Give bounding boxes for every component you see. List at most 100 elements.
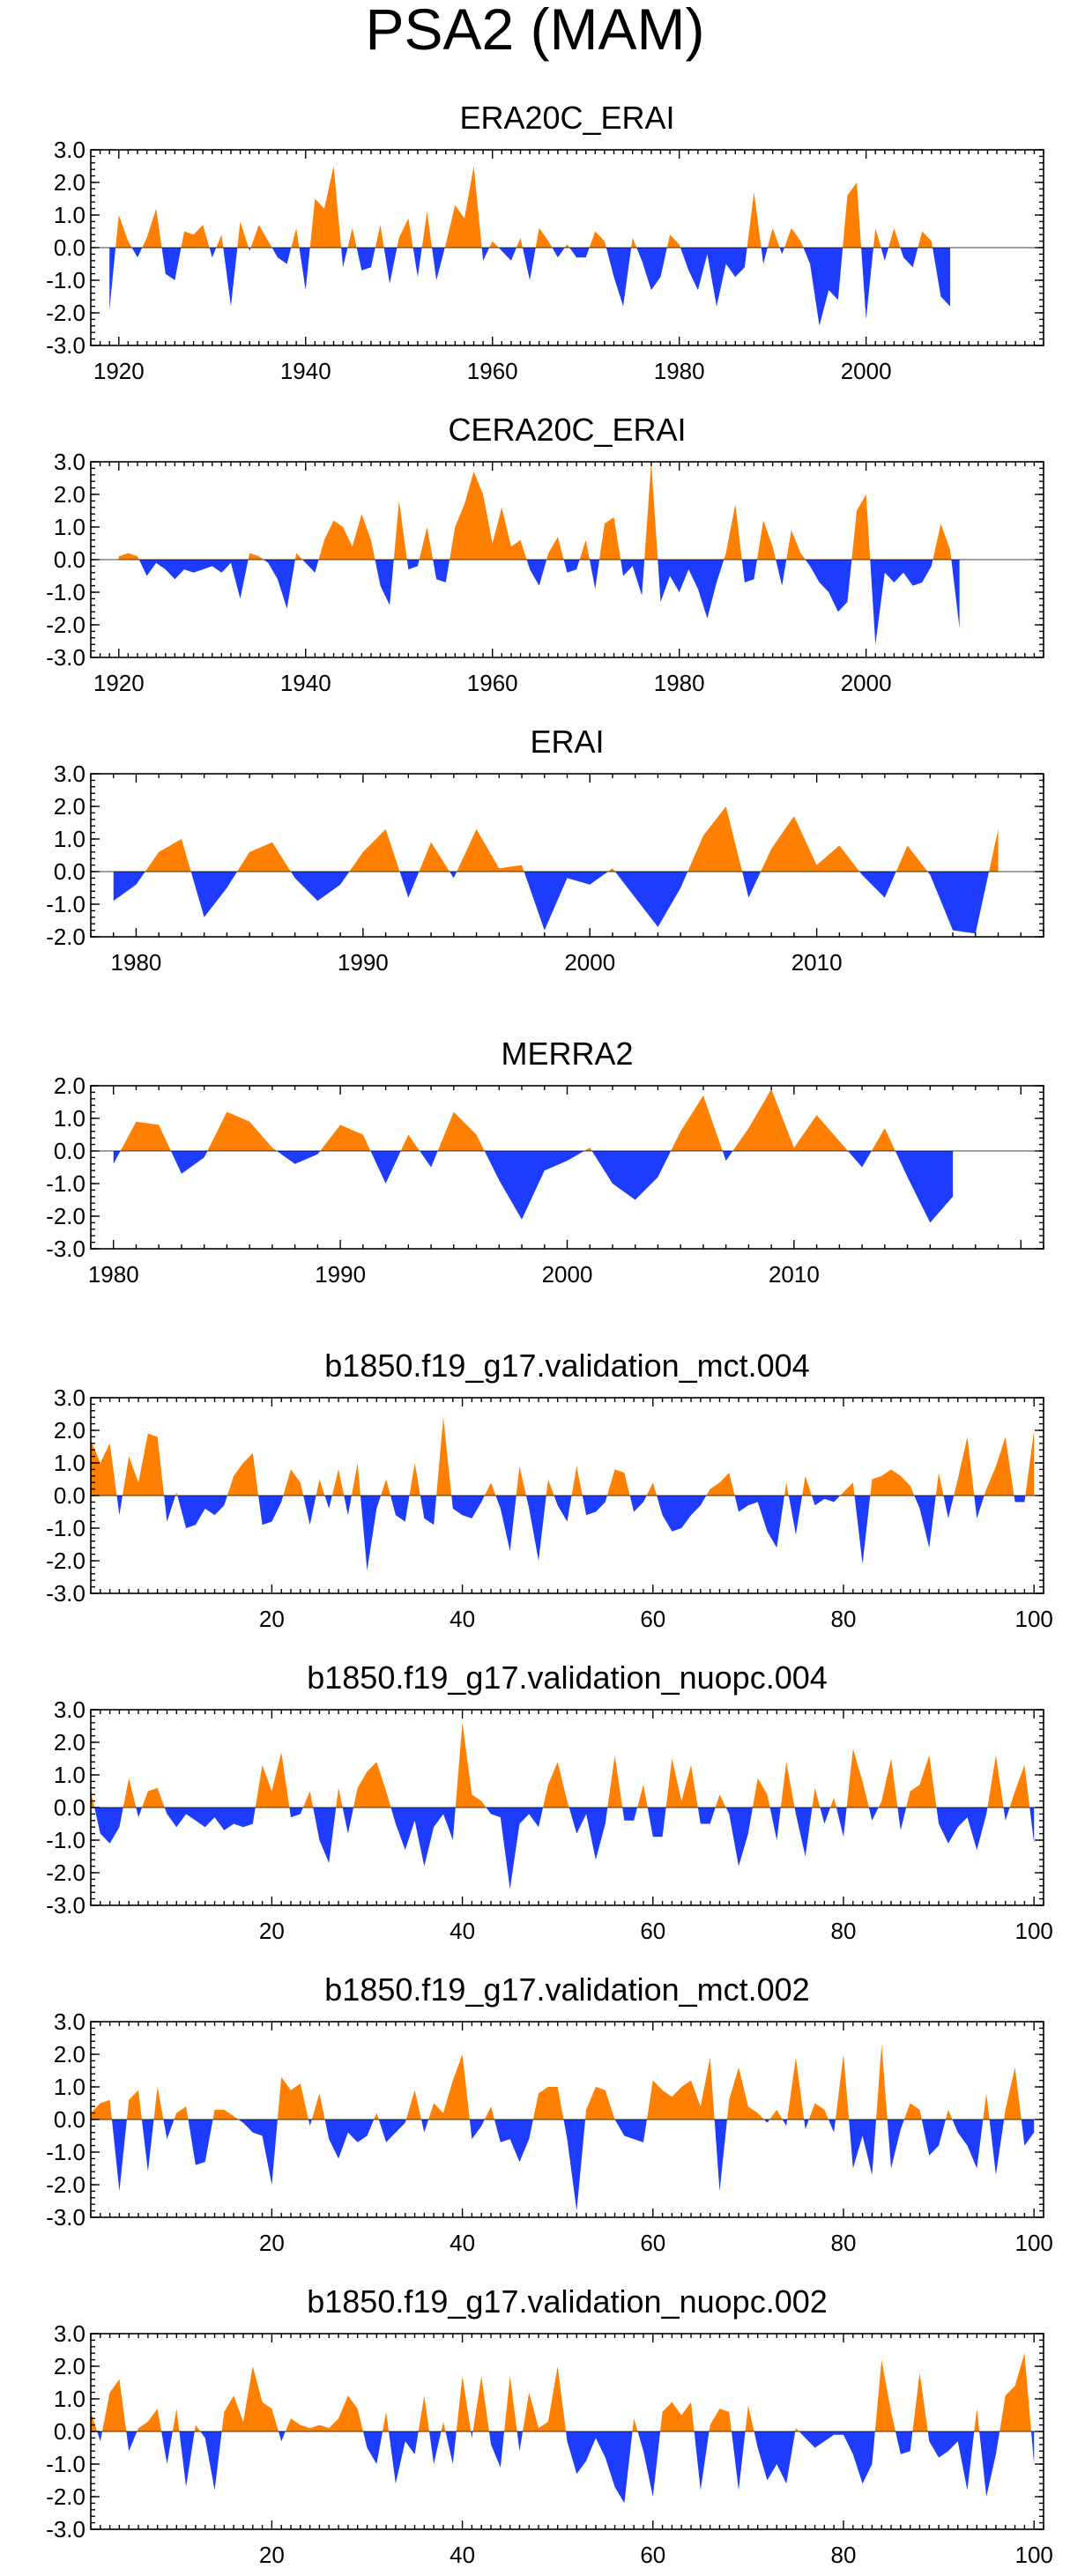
- positive-anomaly-area-26: [646, 2057, 715, 2119]
- positive-anomaly-area-22: [484, 1482, 496, 1496]
- negative-anomaly-area-37: [788, 1496, 803, 1535]
- positive-anomaly-area-40: [912, 2372, 928, 2431]
- negative-anomaly-area-39: [936, 1808, 988, 1851]
- negative-anomaly-area-14: [742, 872, 762, 898]
- negative-anomaly-area-27: [714, 2119, 727, 2192]
- negative-anomaly-area-4: [290, 872, 350, 902]
- negative-anomaly-area-49: [1014, 1496, 1026, 1503]
- positive-anomaly-area-21: [397, 218, 413, 248]
- negative-anomaly-area-9: [200, 2431, 222, 2491]
- negative-anomaly-area-5: [164, 1808, 256, 1830]
- positive-anomaly-area-4: [142, 1787, 165, 1808]
- positive-anomaly-area-18: [441, 2421, 446, 2431]
- negative-anomaly-area-28: [498, 248, 516, 261]
- positive-anomaly-area-38: [874, 2359, 896, 2431]
- negative-anomaly-area-46: [803, 248, 843, 326]
- negative-anomaly-area-13: [362, 2431, 383, 2464]
- positive-anomaly-area-16: [579, 539, 590, 560]
- positive-anomaly-area-12: [331, 1469, 345, 1496]
- positive-anomaly-area-34: [745, 2405, 754, 2431]
- negative-anomaly-area-41: [854, 1496, 871, 1564]
- positive-anomaly-area-27: [489, 241, 499, 248]
- positive-anomaly-area-28: [851, 494, 871, 560]
- y-tick-label: -2.0: [46, 1548, 85, 1574]
- negative-anomaly-area-11: [308, 2119, 312, 2127]
- positive-anomaly-area-24: [516, 1466, 526, 1496]
- positive-anomaly-area-0: [91, 2099, 112, 2119]
- positive-anomaly-area-12: [311, 2093, 325, 2119]
- negative-anomaly-area-3: [164, 1496, 176, 1522]
- positive-anomaly-area-14: [546, 537, 564, 560]
- y-tick-label: 2.0: [54, 1417, 85, 1444]
- negative-anomaly-area-11: [324, 1496, 332, 1509]
- negative-anomaly-area-39: [811, 1496, 841, 1506]
- x-tick-label: 100: [1014, 2230, 1052, 2256]
- x-tick-label: 1980: [111, 949, 162, 976]
- positive-anomaly-area-26: [523, 2366, 567, 2431]
- positive-anomaly-area-17: [895, 845, 928, 872]
- negative-anomaly-area-3: [136, 1808, 143, 1818]
- negative-anomaly-area-32: [552, 248, 565, 258]
- positive-anomaly-area-16: [543, 1762, 569, 1808]
- positive-anomaly-area-12: [285, 2395, 363, 2431]
- negative-anomaly-area-25: [516, 2431, 524, 2452]
- negative-anomaly-area-16: [848, 1151, 872, 1168]
- positive-anomaly-area-3: [207, 1111, 278, 1151]
- y-tick-label: 1.0: [54, 826, 85, 852]
- x-tick-label: 60: [640, 1918, 665, 1944]
- negative-anomaly-area-54: [933, 248, 951, 307]
- negative-anomaly-area-18: [356, 248, 375, 271]
- panel-title: ERA20C_ERAI: [459, 100, 674, 136]
- negative-anomaly-area-10: [484, 1151, 584, 1220]
- positive-anomaly-area-35: [589, 231, 606, 248]
- negative-anomaly-area-14: [722, 1151, 733, 1162]
- positive-anomaly-area-36: [784, 1482, 789, 1496]
- negative-anomaly-area-9: [238, 2119, 278, 2185]
- positive-anomaly-area-28: [632, 2418, 638, 2431]
- negative-anomaly-area-7: [258, 1496, 284, 1526]
- x-tick-label: 100: [1014, 1918, 1052, 1944]
- positive-anomaly-area-8: [302, 1791, 314, 1808]
- negative-anomaly-area-16: [341, 248, 348, 268]
- positive-anomaly-area-34: [706, 1473, 735, 1496]
- negative-anomaly-area-9: [406, 560, 420, 570]
- positive-anomaly-area-24: [715, 1794, 726, 1808]
- negative-anomaly-area-35: [829, 2119, 836, 2133]
- positive-anomaly-area-15: [732, 1088, 849, 1151]
- panel-era20c-erai: ERA20C_ERAI 3.0 2.0 1.0 0.0 -1.0 -2.0 -3.0 1920 1…: [46, 100, 1044, 384]
- positive-anomaly-area-8: [194, 2424, 201, 2431]
- positive-anomaly-area-48: [984, 1436, 1014, 1496]
- positive-anomaly-area-25: [444, 166, 482, 248]
- positive-anomaly-area-14: [383, 2411, 390, 2431]
- positive-anomaly-area-30: [769, 2109, 783, 2119]
- negative-anomaly-area-31: [782, 2119, 788, 2127]
- positive-anomaly-area-0: [91, 1440, 117, 1496]
- negative-anomaly-area-33: [804, 2119, 809, 2130]
- negative-anomaly-area-45: [989, 2119, 1005, 2175]
- negative-anomaly-area-47: [1021, 2119, 1035, 2146]
- negative-anomaly-area-5: [302, 560, 319, 573]
- y-tick-label: -1.0: [46, 267, 85, 293]
- positive-anomaly-area-23: [421, 212, 433, 248]
- y-tick-label: -3.0: [46, 644, 85, 671]
- y-tick-label: 2.0: [54, 481, 85, 508]
- positive-anomaly-area-32: [709, 2409, 732, 2431]
- negative-anomaly-area-1: [111, 2119, 127, 2192]
- positive-anomaly-area-17: [347, 227, 357, 248]
- negative-anomaly-area-39: [887, 2119, 904, 2169]
- positive-anomaly-area-2: [126, 2090, 142, 2119]
- negative-anomaly-area-0: [113, 1151, 121, 1164]
- y-tick-label: 2.0: [54, 1073, 85, 1099]
- y-tick-label: -2.0: [46, 1860, 85, 1886]
- negative-anomaly-area-9: [303, 1496, 316, 1526]
- positive-anomaly-area-32: [830, 1797, 836, 1808]
- positive-anomaly-area-0: [91, 2411, 98, 2431]
- positive-anomaly-area-34: [846, 1748, 869, 1808]
- negative-anomaly-area-23: [697, 1808, 716, 1824]
- y-tick-label: -3.0: [46, 332, 85, 359]
- negative-anomaly-area-0: [109, 248, 116, 310]
- negative-anomaly-area-41: [1003, 1808, 1010, 1821]
- negative-anomaly-area-43: [952, 2119, 984, 2169]
- plot-frame: [90, 773, 1044, 938]
- negative-anomaly-area-17: [589, 560, 600, 590]
